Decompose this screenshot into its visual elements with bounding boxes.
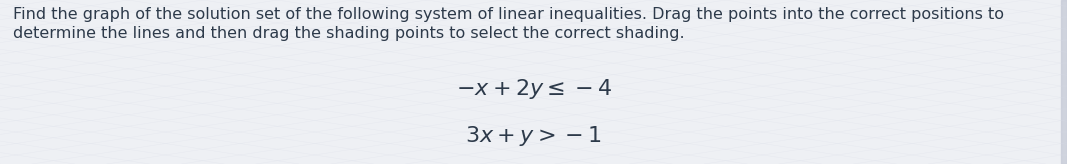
Bar: [1061, 0, 1067, 164]
Text: Find the graph of the solution set of the following system of linear inequalitie: Find the graph of the solution set of th…: [13, 7, 1004, 41]
Text: $3x+y>-1$: $3x+y>-1$: [465, 124, 602, 148]
Text: $-x+2y\leq -4$: $-x+2y\leq -4$: [456, 77, 611, 101]
